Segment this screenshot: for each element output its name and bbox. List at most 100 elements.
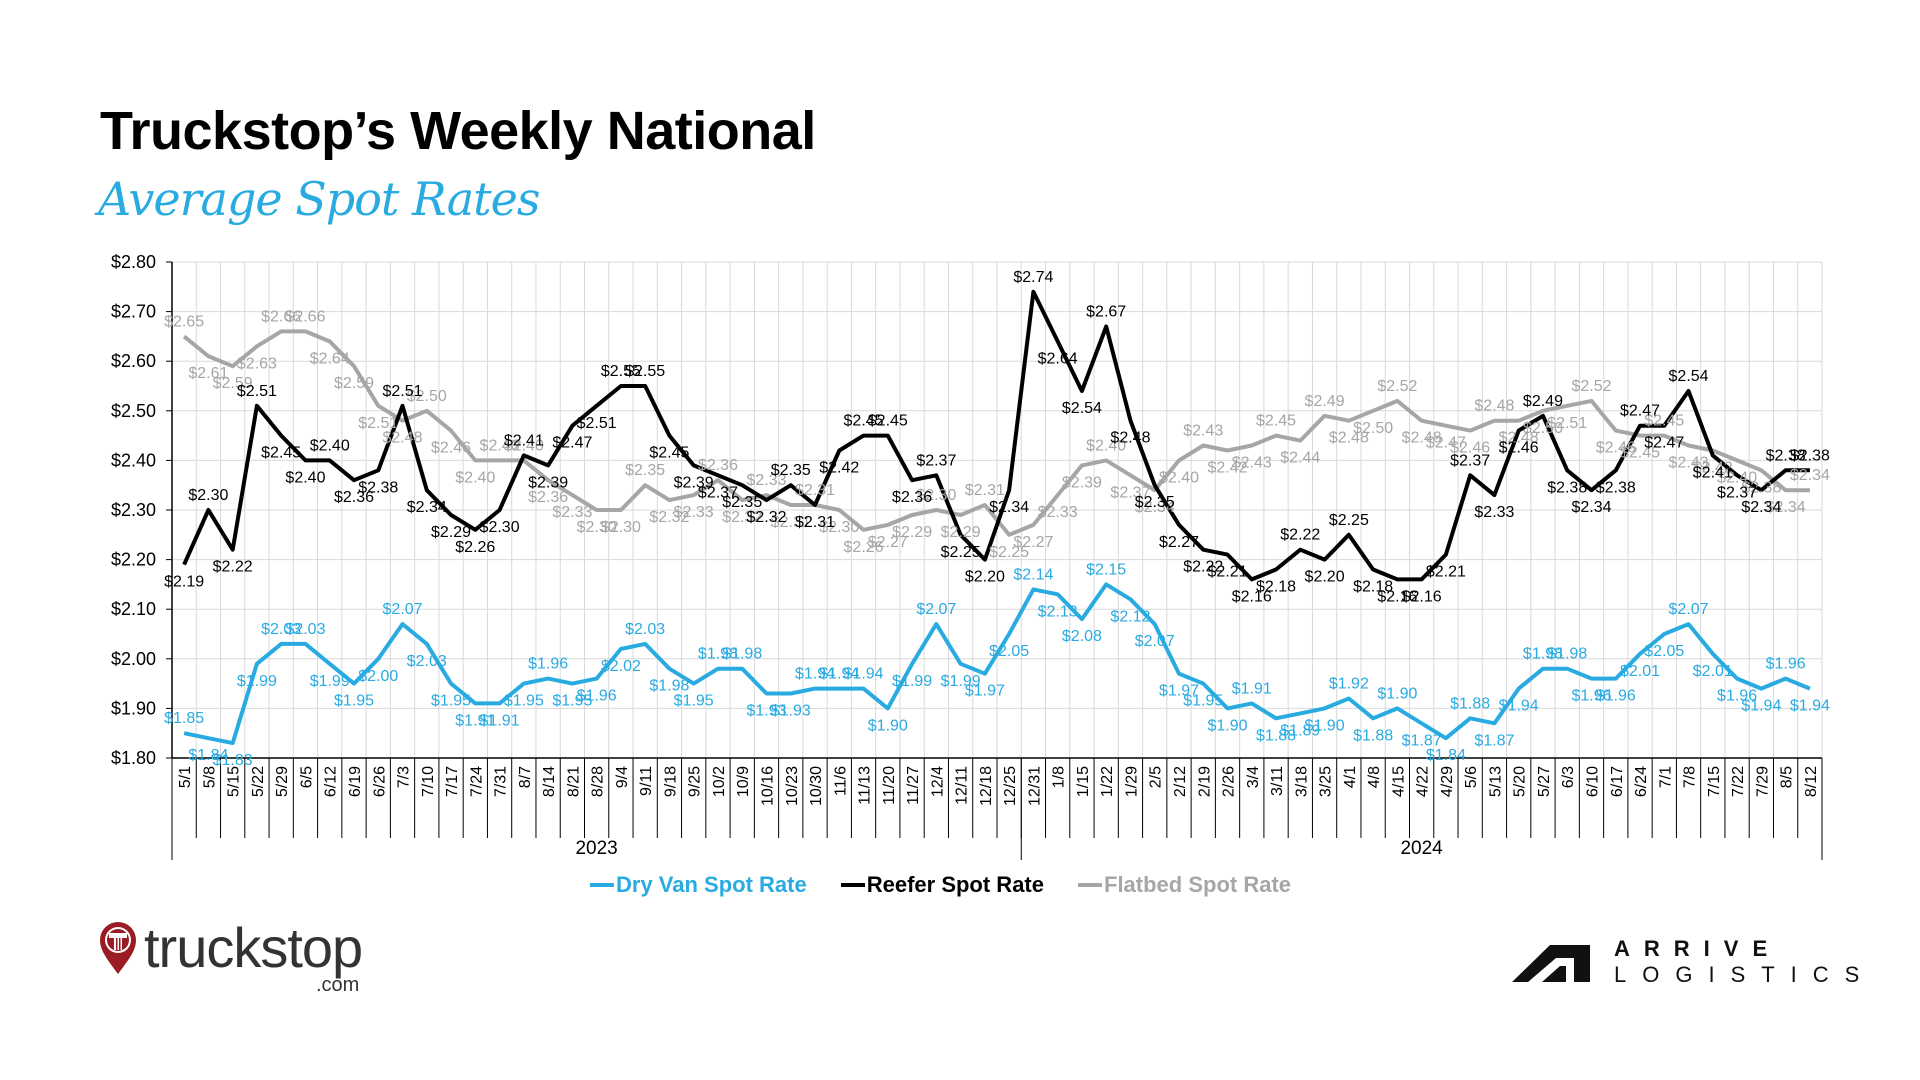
data-label-dry-van: $1.90	[1207, 717, 1247, 734]
x-tick-label: 11/27	[905, 766, 922, 805]
data-label-reefer: $2.47	[1644, 435, 1684, 452]
x-tick-label: 1/8	[1051, 766, 1068, 788]
x-tick-label: 8/12	[1803, 766, 1820, 797]
x-tick-label: 3/25	[1318, 766, 1335, 797]
data-label-flatbed: $2.51	[1547, 415, 1587, 432]
legend-item-reefer: Reefer Spot Rate	[840, 872, 1044, 898]
x-tick-label: 7/3	[396, 766, 413, 788]
y-tick-label: $2.10	[111, 599, 156, 619]
data-label-flatbed: $2.46	[1596, 440, 1636, 457]
data-label-reefer: $2.47	[552, 435, 592, 452]
x-tick-label: 5/29	[274, 766, 291, 797]
data-label-dry-van: $2.13	[1038, 603, 1078, 620]
year-group-label: 2023	[575, 838, 617, 859]
data-label-flatbed: $2.39	[1062, 474, 1102, 491]
data-label-dry-van: $2.05	[1644, 643, 1684, 660]
data-label-reefer: $2.37	[1717, 484, 1757, 501]
page-title: Truckstop’s Weekly National	[100, 101, 816, 161]
data-label-dry-van: $1.88	[1450, 695, 1490, 712]
data-label-dry-van: $1.95	[334, 693, 374, 710]
data-label-reefer: $2.35	[1135, 494, 1175, 511]
data-label-flatbed: $2.31	[965, 482, 1005, 499]
data-label-dry-van: $2.07	[1135, 633, 1175, 650]
data-label-flatbed: $2.33	[746, 472, 786, 489]
data-label-dry-van: $1.95	[504, 693, 544, 710]
year-group-label: 2024	[1400, 838, 1443, 859]
data-label-dry-van: $1.91	[480, 712, 520, 729]
x-tick-label: 3/11	[1269, 766, 1286, 796]
data-label-reefer: $2.46	[1499, 440, 1539, 457]
data-label-flatbed: $2.52	[1571, 378, 1611, 395]
data-label-reefer: $2.74	[1013, 269, 1053, 286]
data-label-flatbed: $2.34	[1135, 499, 1175, 516]
data-label-flatbed: $2.27	[868, 534, 908, 551]
data-label-reefer: $2.40	[285, 469, 325, 486]
data-label-flatbed: $2.35	[625, 462, 665, 479]
data-label-dry-van: $1.96	[528, 656, 568, 673]
data-label-reefer: $2.22	[213, 559, 253, 576]
data-label-flatbed: $2.50	[1523, 420, 1563, 437]
x-tick-label: 2/19	[1196, 766, 1213, 797]
data-label-reefer: $2.37	[698, 484, 738, 501]
data-label-reefer: $2.34	[407, 499, 447, 516]
y-tick-label: $1.80	[111, 748, 156, 768]
data-label-flatbed: $2.30	[916, 487, 956, 504]
data-label-reefer: $2.45	[868, 413, 908, 430]
y-tick-label: $2.20	[111, 550, 156, 570]
data-label-flatbed: $2.66	[261, 308, 301, 325]
x-tick-label: 2/26	[1221, 766, 1238, 797]
data-label-reefer: $2.49	[1523, 393, 1563, 410]
x-tick-label: 12/31	[1026, 766, 1043, 806]
data-label-reefer: $2.31	[795, 514, 835, 531]
data-label-flatbed: $2.40	[480, 437, 520, 454]
x-tick-label: 7/15	[1706, 766, 1723, 797]
legend-item-dry-van: Dry Van Spot Rate	[590, 872, 807, 898]
data-label-flatbed: $2.29	[941, 524, 981, 541]
x-tick-label: 5/8	[201, 766, 218, 788]
data-label-flatbed: $2.46	[1450, 440, 1490, 457]
data-label-flatbed: $2.33	[674, 504, 714, 521]
data-label-flatbed: $2.49	[1305, 393, 1345, 410]
data-label-reefer: $2.21	[1207, 564, 1247, 581]
data-label-dry-van: $1.99	[310, 673, 350, 690]
x-tick-label: 5/13	[1487, 766, 1504, 797]
x-tick-label: 4/29	[1439, 766, 1456, 797]
data-label-dry-van: $2.05	[989, 643, 1029, 660]
x-tick-label: 4/8	[1366, 766, 1383, 788]
data-label-reefer: $2.41	[1693, 464, 1733, 481]
x-tick-label: 5/22	[250, 766, 267, 797]
x-tick-label: 6/19	[347, 766, 364, 797]
x-tick-label: 6/12	[323, 766, 340, 797]
data-label-dry-van: $2.01	[1620, 663, 1660, 680]
data-label-reefer: $2.35	[722, 494, 762, 511]
legend-item-flatbed: Flatbed Spot Rate	[1078, 872, 1291, 898]
x-tick-label: 4/22	[1415, 766, 1432, 797]
x-tick-label: 11/20	[881, 766, 898, 805]
data-label-reefer: $2.22	[1183, 559, 1223, 576]
spot-rate-chart: $1.80 $1.90 $2.00 $2.10 $2.20 $2.30 $2.40 $2.50…	[111, 252, 1830, 860]
data-label-reefer: $2.36	[892, 489, 932, 506]
x-tick-label: 1/29	[1123, 766, 1140, 797]
data-label-flatbed: $2.48	[382, 430, 422, 447]
truckstop-domain: .com	[316, 974, 360, 996]
data-label-flatbed: $2.30	[601, 519, 641, 536]
arrive-logistics-logo: ARRIVE LOGISTICS	[1512, 936, 1875, 988]
x-tick-label: 7/22	[1730, 766, 1747, 797]
data-label-reefer: $2.38	[1547, 479, 1587, 496]
x-tick-label: 4/1	[1342, 766, 1359, 788]
data-label-flatbed: $2.40	[1159, 469, 1199, 486]
data-label-reefer: $2.35	[771, 462, 811, 479]
data-label-reefer: $2.27	[1159, 534, 1199, 551]
data-label-reefer: $2.45	[844, 413, 884, 430]
data-label-reefer: $2.36	[334, 489, 374, 506]
x-tick-label: 10/9	[735, 766, 752, 797]
truckstop-wordmark: truckstop	[144, 916, 363, 979]
data-label-flatbed: $2.34	[1790, 467, 1830, 484]
data-label-dry-van: $2.00	[358, 668, 398, 685]
x-tick-label: 8/5	[1779, 766, 1796, 788]
data-label-flatbed: $2.25	[989, 544, 1029, 561]
page-subtitle: Average Spot Rates	[98, 172, 540, 226]
y-tick-label: $1.90	[111, 698, 156, 718]
data-label-reefer: $2.41	[504, 432, 544, 449]
x-tick-label: 10/30	[808, 766, 825, 806]
